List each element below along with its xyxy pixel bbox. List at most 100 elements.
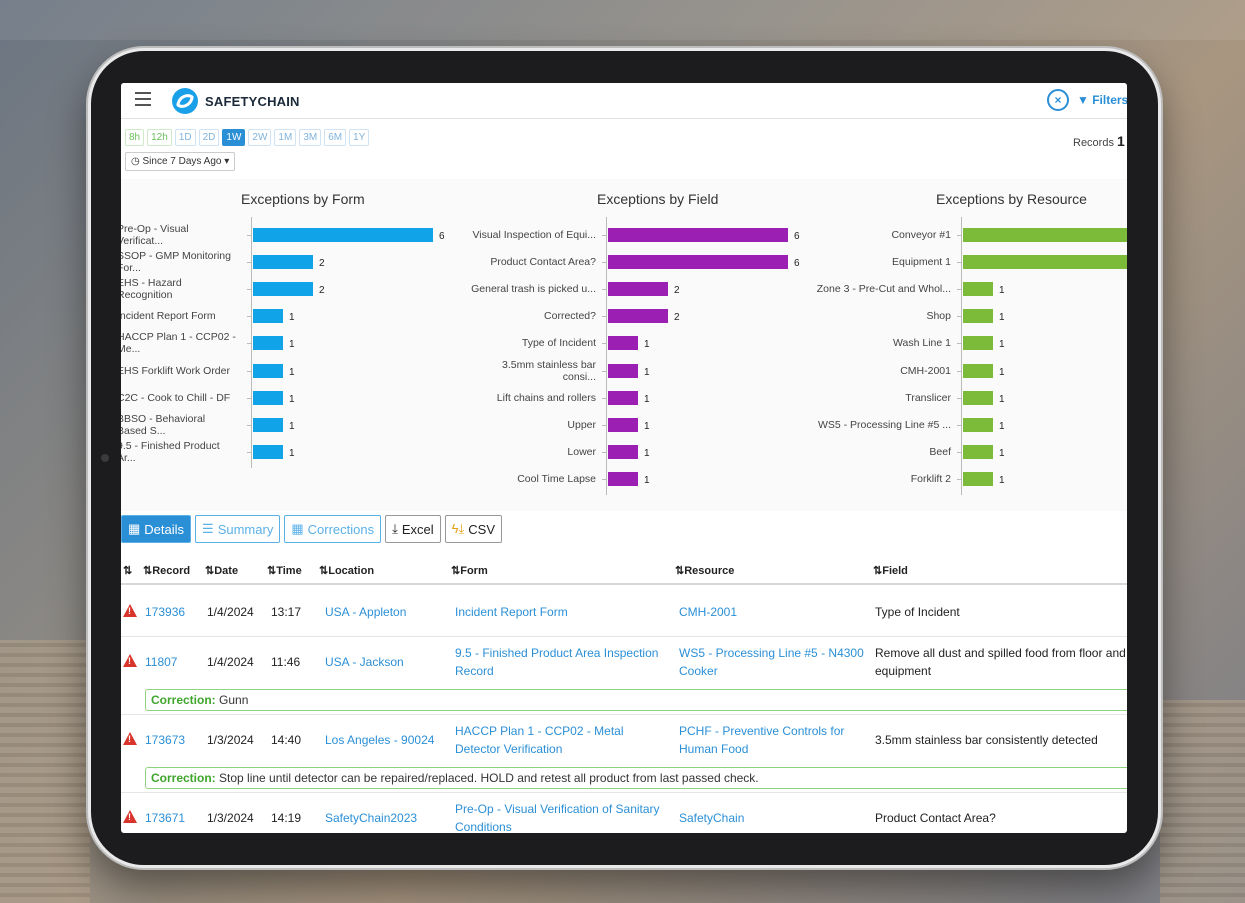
date-text: 1/4/2024 — [207, 655, 254, 669]
chart-bar[interactable] — [608, 336, 638, 351]
chart-value-label: 1 — [644, 475, 650, 487]
chart-bar[interactable] — [608, 445, 638, 460]
tab-details[interactable]: ▦ Details — [121, 515, 192, 543]
column-location[interactable]: ⇅Location — [319, 565, 375, 577]
chart-bar[interactable] — [963, 227, 1127, 242]
cell-resource[interactable]: PCHF - Preventive Controls for Human Foo… — [679, 715, 869, 765]
column-field[interactable]: ⇅Field — [873, 565, 908, 577]
cell-resource[interactable]: CMH-2001 — [679, 587, 869, 637]
cell-form[interactable]: HACCP Plan 1 - CCP02 - Metal Detector Ve… — [455, 715, 667, 765]
chart-tick — [247, 397, 251, 399]
range-button-1Y[interactable]: 1Y — [349, 129, 370, 146]
warning-icon — [123, 654, 137, 667]
table-row[interactable]: 173673 1/3/2024 14:40 Los Angeles - 90024 HA… — [121, 715, 1127, 793]
chart-bar[interactable] — [253, 363, 283, 378]
resource-text: CMH-2001 — [679, 605, 738, 619]
chart-bar[interactable] — [608, 254, 788, 269]
column-form[interactable]: ⇅Form — [451, 565, 488, 577]
chart-bar[interactable] — [963, 336, 993, 351]
chart-bar[interactable] — [963, 254, 1127, 269]
export-csv-button[interactable]: ϟ⤓ CSV — [444, 515, 503, 543]
chart-tick — [957, 261, 961, 263]
chart-tick — [602, 289, 606, 290]
chart-bar[interactable] — [253, 336, 283, 351]
chart-bar[interactable] — [963, 418, 993, 432]
cell-form[interactable]: Pre-Op - Visual Verification of Sanitary… — [455, 793, 667, 833]
chart-bar[interactable] — [963, 472, 993, 487]
table-row[interactable]: 11807 1/4/2024 11:46 USA - Jackson 9.5 - Fin… — [121, 637, 1127, 715]
cell-form[interactable]: Incident Report Form — [455, 587, 667, 637]
cell-location[interactable]: USA - Appleton — [325, 587, 451, 637]
cell-location[interactable]: USA - Jackson — [325, 637, 451, 687]
sort-icon[interactable]: ⇅ — [123, 565, 133, 577]
chart-value-label: 1 — [289, 393, 295, 405]
chart-bar[interactable] — [608, 418, 638, 432]
range-button-3M[interactable]: 3M — [299, 129, 322, 146]
range-button-6M[interactable]: 6M — [324, 129, 347, 146]
background-pallets-right — [1160, 700, 1245, 903]
chart-bar[interactable] — [253, 390, 283, 405]
chart-bar[interactable] — [608, 390, 638, 405]
cell-form[interactable]: 9.5 - Finished Product Area Inspection R… — [455, 637, 667, 687]
chart-bar[interactable] — [253, 254, 313, 269]
column-resource[interactable]: ⇅Resource — [675, 565, 735, 577]
category-text: Incident Report Form — [121, 310, 216, 323]
cell-resource[interactable]: WS5 - Processing Line #5 - N4300 Cooker — [679, 637, 869, 687]
field-text: Product Contact Area? — [875, 811, 996, 825]
chart-bar[interactable] — [253, 227, 433, 242]
filters-button[interactable]: ▼ Filters — [1077, 93, 1127, 107]
chart-axis — [251, 217, 252, 468]
chart-tick — [602, 397, 606, 399]
cell-date: 1/4/2024 — [207, 587, 269, 637]
range-button-2W[interactable]: 2W — [248, 129, 272, 146]
clear-filters-button[interactable]: × — [1047, 89, 1069, 111]
chart-bar[interactable] — [608, 363, 638, 378]
chart-bar[interactable] — [963, 363, 993, 378]
range-button-12h[interactable]: 12h — [147, 129, 172, 146]
table-row[interactable]: 173671 1/3/2024 14:19 SafetyChain2023 Pre-Op… — [121, 793, 1127, 833]
chart-bar[interactable] — [963, 445, 993, 460]
records-count: Records 1 — [1073, 133, 1125, 149]
chart-tick — [247, 316, 251, 318]
chart-bar[interactable] — [253, 418, 283, 432]
chart-bar[interactable] — [963, 309, 993, 324]
range-button-1M[interactable]: 1M — [274, 129, 297, 146]
hamburger-menu-icon[interactable] — [135, 92, 151, 106]
chart-bar[interactable] — [608, 309, 668, 324]
since-dropdown[interactable]: ◷ Since 7 Days Ago ▾ — [125, 152, 236, 171]
tab-summary[interactable]: ☰ Summary — [195, 515, 281, 543]
column-date[interactable]: ⇅Date — [205, 565, 239, 577]
range-button-1W[interactable]: 1W — [222, 129, 246, 146]
chart-bar[interactable] — [963, 282, 993, 296]
chart-bar[interactable] — [963, 390, 993, 405]
app-logo[interactable]: SAFETYCHAIN — [171, 87, 300, 115]
chart-bar[interactable] — [608, 472, 638, 487]
cell-record[interactable]: 173673 — [145, 715, 203, 765]
category-text: C2C - Cook to Chill - DF — [121, 391, 231, 404]
cell-location[interactable]: SafetyChain2023 — [325, 793, 451, 833]
cell-location[interactable]: Los Angeles - 90024 — [325, 715, 451, 765]
chart-bar[interactable] — [608, 282, 668, 296]
column-time[interactable]: ⇅Time — [267, 565, 302, 577]
cell-field: Product Contact Area? — [875, 793, 1127, 833]
cell-record[interactable]: 11807 — [145, 637, 203, 687]
cell-record[interactable]: 173671 — [145, 793, 203, 833]
table-row[interactable]: 173936 1/4/2024 13:17 USA - Appleton Inciden… — [121, 587, 1127, 637]
category-text: Wash Line 1 — [893, 337, 951, 350]
export-excel-button[interactable]: ⤓ Excel — [385, 515, 441, 543]
category-text: Lower — [567, 446, 596, 459]
cell-field: 3.5mm stainless bar consistently detecte… — [875, 715, 1127, 765]
chart-category-label: Corrected? — [466, 304, 596, 328]
chart-bar[interactable] — [253, 282, 313, 296]
range-button-8h[interactable]: 8h — [125, 129, 145, 146]
chart-bar[interactable] — [608, 227, 788, 242]
cell-record[interactable]: 173936 — [145, 587, 203, 637]
cell-resource[interactable]: SafetyChain — [679, 793, 869, 833]
chart-value-label: 1 — [999, 285, 1005, 296]
tab-corrections[interactable]: ▦ Corrections — [284, 515, 382, 543]
range-button-1D[interactable]: 1D — [174, 129, 196, 146]
chart-bar[interactable] — [253, 445, 283, 460]
range-button-2D[interactable]: 2D — [198, 129, 220, 146]
chart-bar[interactable] — [253, 309, 283, 324]
column-record[interactable]: ⇅Record — [143, 565, 191, 577]
